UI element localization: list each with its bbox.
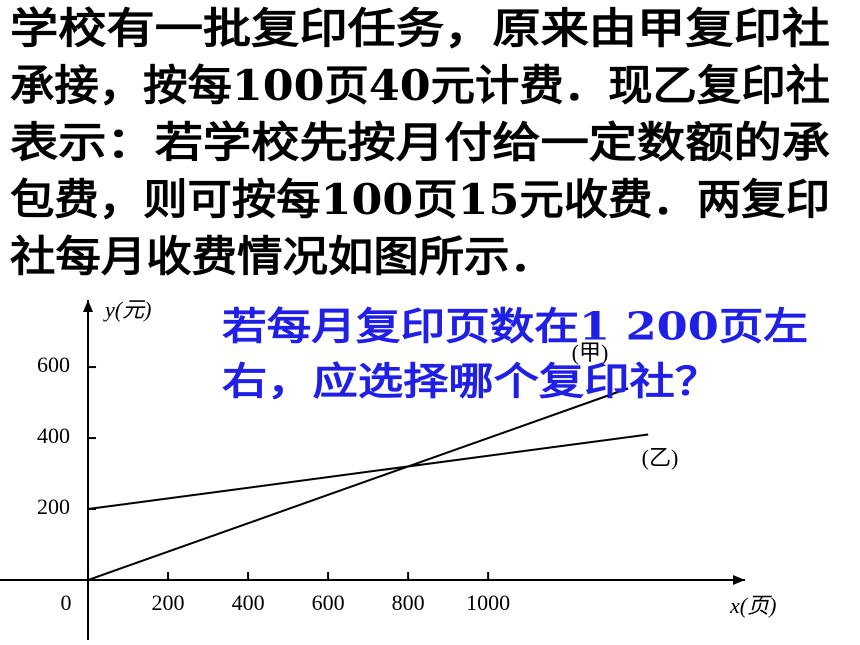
series-label: (乙)	[642, 445, 679, 470]
problem-line: 表示：若学校先按月付给一定数额的承	[10, 118, 830, 167]
series-line	[87, 387, 629, 581]
y-axis-label: y(元)	[103, 297, 151, 322]
problem-line: 包费，则可按每100页15元收费．两复印	[10, 175, 830, 224]
x-arrow	[733, 575, 745, 586]
problem-line: 承接，按每100页40元计费．现乙复印社	[10, 61, 830, 110]
question-line: 若每月复印页数在1 200页左	[222, 304, 808, 349]
series-line	[87, 433, 649, 511]
x-tick-label: 0	[61, 590, 72, 615]
x-tick-label: 1000	[466, 590, 510, 615]
y-tick-label: 600	[37, 352, 70, 377]
question-line: 右，应选择哪个复印社？	[222, 359, 720, 404]
x-tick-label: 800	[392, 590, 425, 615]
problem-line: 社每月收费情况如图所示．	[10, 232, 555, 281]
problem-line: 学校有一批复印任务，原来由甲复印社	[10, 4, 830, 53]
y-tick-label: 200	[37, 494, 70, 519]
y-arrow	[83, 300, 94, 312]
x-axis-label: x(页)	[729, 593, 776, 618]
x-tick-label: 400	[232, 590, 265, 615]
x-tick-label: 600	[312, 590, 345, 615]
y-tick-label: 400	[37, 423, 70, 448]
series-label: (甲)	[572, 340, 609, 365]
x-tick-label: 200	[152, 590, 185, 615]
